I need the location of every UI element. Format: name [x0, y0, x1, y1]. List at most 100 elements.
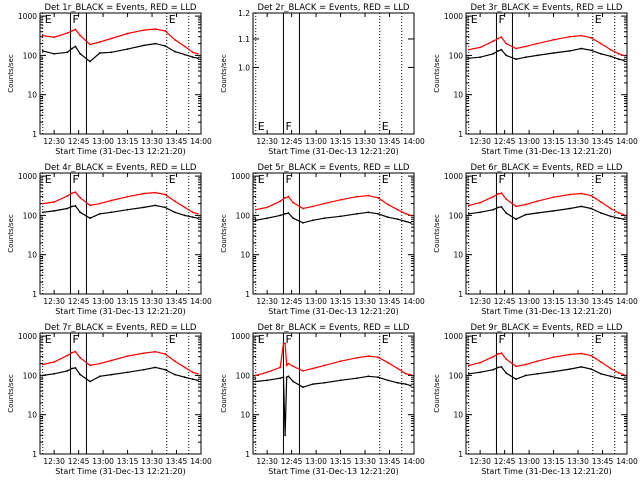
- data-point: [323, 381, 326, 384]
- data-point: [196, 217, 199, 220]
- x-tick-label: 13:30: [567, 297, 589, 306]
- y-tick-label: 1: [458, 290, 463, 299]
- data-point: [143, 368, 145, 371]
- data-point: [377, 212, 379, 215]
- data-point: [500, 48, 503, 51]
- panel-title: Det 1r_BLACK = Events, RED = LLD: [45, 3, 197, 13]
- data-point: [396, 218, 399, 221]
- data-point: [505, 358, 508, 360]
- y-tick-label: 1000: [231, 172, 250, 181]
- data-point: [622, 54, 625, 57]
- data-point: [154, 28, 157, 30]
- data-point: [479, 361, 481, 364]
- y-axis-label: Counts/sec: [433, 54, 441, 93]
- x-tick-label: 12:30: [43, 457, 65, 466]
- data-point: [154, 366, 157, 369]
- data-point: [590, 194, 592, 197]
- y-tick-label: 10: [240, 411, 250, 420]
- data-point: [524, 56, 527, 59]
- data-point: [174, 211, 176, 214]
- data-point: [292, 217, 295, 220]
- data-point: [622, 373, 625, 376]
- y-tick-label: 1000: [231, 332, 250, 341]
- x-tick-label: 12:45: [281, 297, 303, 306]
- x-tick-label: 13:30: [141, 137, 163, 146]
- data-point: [266, 206, 268, 209]
- y-tick-label: 1: [458, 130, 463, 139]
- data-point: [143, 352, 145, 354]
- data-point: [292, 365, 295, 368]
- x-tick-label: 12:45: [494, 137, 516, 146]
- x-tick-label: 12:30: [256, 137, 278, 146]
- data-point: [311, 205, 314, 208]
- data-point: [183, 45, 186, 48]
- data-point: [600, 361, 602, 363]
- data-point: [279, 377, 282, 380]
- data-point: [126, 32, 129, 35]
- x-tick-label: 13:45: [166, 297, 188, 306]
- data-point: [183, 376, 186, 379]
- data-point: [500, 36, 503, 39]
- data-point: [590, 207, 592, 210]
- data-point: [536, 54, 539, 57]
- data-point: [617, 212, 620, 214]
- data-point: [143, 29, 145, 31]
- y-tick-label: 1: [32, 130, 37, 139]
- data-point: [71, 30, 73, 32]
- y-axis-label: Counts/sec: [220, 54, 228, 93]
- data-point: [110, 211, 113, 214]
- y-tick-label: 100: [449, 371, 464, 380]
- data-point: [497, 37, 499, 40]
- y-tick-label: 1000: [18, 12, 37, 21]
- data-point: [143, 44, 145, 47]
- plot-frame: [465, 12, 628, 135]
- data-point: [609, 215, 612, 218]
- data-point: [98, 212, 101, 215]
- data-point: [74, 191, 77, 194]
- data-point: [282, 342, 285, 345]
- data-point: [126, 48, 129, 50]
- y-tick-label: 10: [453, 251, 463, 260]
- data-point: [356, 356, 358, 359]
- marker-label: F: [285, 333, 291, 346]
- data-point: [74, 367, 77, 369]
- y-tick-label: 10: [240, 251, 250, 260]
- data-point: [492, 368, 495, 371]
- data-point: [196, 57, 199, 60]
- x-tick-label: 13:30: [141, 297, 163, 306]
- marker-label: E: [382, 173, 389, 186]
- panel-title: Det 4r_BLACK = Events, RED = LLD: [45, 163, 197, 173]
- x-axis-label: Start Time (31-Dec-13 12:21:20): [268, 147, 399, 156]
- x-tick-label: 12:45: [494, 297, 516, 306]
- x-tick-label: 14:00: [403, 137, 425, 146]
- data-point: [266, 379, 268, 382]
- data-point: [492, 208, 495, 211]
- x-tick-label: 13:30: [354, 297, 376, 306]
- y-tick-label: 100: [449, 211, 464, 220]
- data-point: [196, 372, 199, 375]
- data-point: [479, 201, 481, 204]
- x-tick-label: 13:00: [518, 297, 540, 306]
- data-point: [387, 361, 389, 364]
- data-point: [387, 216, 389, 219]
- y-axis-label: Counts/sec: [7, 214, 15, 253]
- data-point: [285, 376, 288, 379]
- panel-title: Det 5r_BLACK = Events, RED = LLD: [258, 163, 410, 173]
- data-point: [174, 38, 176, 41]
- y-tick-label: 10: [453, 91, 463, 100]
- data-point: [409, 384, 412, 387]
- data-point: [311, 367, 314, 370]
- data-point: [302, 207, 304, 210]
- data-point: [524, 363, 527, 366]
- data-point: [292, 201, 295, 204]
- data-point: [609, 48, 612, 51]
- marker-label: E: [595, 173, 602, 186]
- data-point: [311, 383, 314, 385]
- y-tick-label: 1: [245, 290, 250, 299]
- data-point: [524, 213, 527, 216]
- x-tick-label: 12:30: [43, 137, 65, 146]
- data-point: [89, 204, 91, 207]
- marker-label: E: [258, 173, 265, 186]
- data-point: [41, 202, 44, 205]
- data-point: [79, 196, 82, 199]
